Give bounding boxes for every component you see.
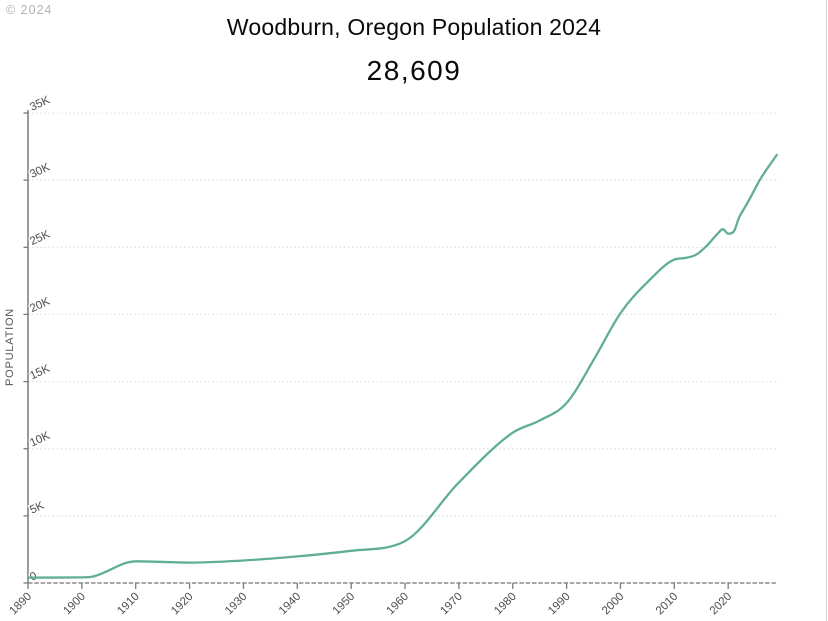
gridlines — [28, 112, 779, 517]
axes — [27, 110, 777, 584]
x-tick-label: 1990 — [546, 591, 573, 618]
x-tick-label: 1950 — [331, 591, 358, 618]
y-axis-title: POPULATION — [4, 308, 16, 386]
x-tick-label: 2000 — [600, 591, 627, 618]
x-tick-label: 1890 — [8, 591, 35, 618]
x-tick-label: 1920 — [169, 591, 196, 618]
x-tick-label: 2010 — [654, 591, 681, 618]
y-tick-label: 15K — [28, 363, 52, 383]
copyright-watermark: © 2024 — [6, 3, 53, 17]
y-axis-label: POPULATION — [4, 308, 16, 386]
population-current-value: 28,609 — [366, 55, 462, 86]
page-right-border — [826, 0, 827, 621]
x-tick-label: 2020 — [708, 591, 735, 618]
x-tick-label: 1930 — [223, 591, 250, 618]
x-tick-label: 1900 — [61, 591, 88, 618]
x-tick-label: 1910 — [115, 591, 142, 618]
x-tick-label: 1940 — [277, 591, 304, 618]
y-tick-label: 10K — [28, 430, 52, 450]
y-tick-label: 20K — [28, 295, 52, 315]
page-title: Woodburn, Oregon Population 2024 — [226, 14, 602, 40]
x-axis-ticks: 1890 1900 1910 1920 1930 1940 1950 1960 1970 1980… — [8, 583, 735, 618]
x-tick-label: 1970 — [438, 591, 465, 618]
population-line[interactable] — [26, 153, 778, 579]
y-tick-label: 30K — [28, 161, 52, 181]
population-series — [26, 153, 778, 579]
y-tick-label: 35K — [28, 94, 52, 114]
x-tick-label: 1960 — [385, 591, 412, 618]
y-tick-label: 5K — [28, 500, 46, 517]
y-tick-label: 25K — [28, 228, 52, 248]
x-tick-label: 1980 — [492, 591, 519, 618]
